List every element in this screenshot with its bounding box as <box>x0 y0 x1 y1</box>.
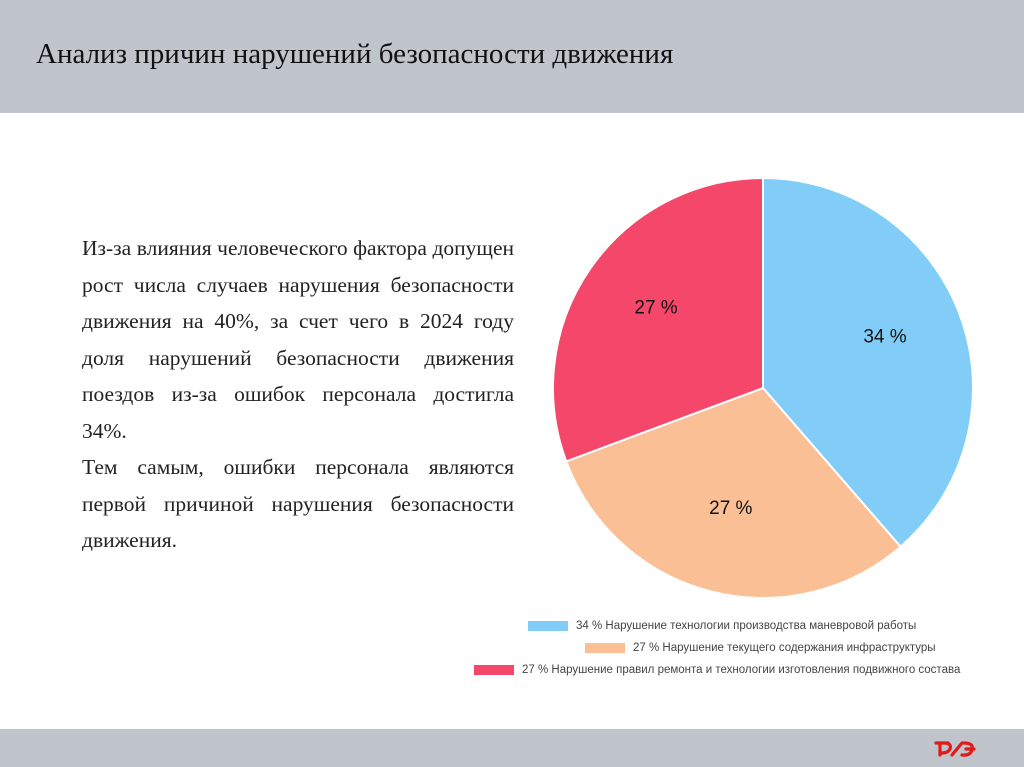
page-title: Анализ причин нарушений безопасности дви… <box>36 38 674 70</box>
header-bar: Анализ причин нарушений безопасности дви… <box>0 0 1024 113</box>
slice-label-1: 27 % <box>709 498 752 519</box>
body-text: Из-за влияния человеческого фактора допу… <box>82 230 514 559</box>
pie-slice-2 <box>552 176 764 463</box>
legend-item: 27 % Нарушение правил ремонта и технолог… <box>470 659 1024 681</box>
pie-chart: 34 % 27 % 27 % <box>552 176 974 599</box>
legend-swatch <box>474 665 514 675</box>
paragraph-1: Из-за влияния человеческого фактора допу… <box>82 236 514 443</box>
slice-label-0: 34 % <box>863 326 906 347</box>
legend-item: 34 % Нарушение технологии производства м… <box>470 615 1024 637</box>
legend-label: 27 % Нарушение текущего содержания инфра… <box>633 642 936 654</box>
legend-label: 27 % Нарушение правил ремонта и технолог… <box>522 664 961 676</box>
paragraph-2: Тем самым, ошибки персонала являются пер… <box>82 455 514 552</box>
slice-label-2: 27 % <box>634 298 677 319</box>
pie-slice-0 <box>762 176 974 549</box>
legend-swatch <box>528 621 568 631</box>
legend-item: 27 % Нарушение текущего содержания инфра… <box>470 637 1024 659</box>
legend-swatch <box>585 643 625 653</box>
pie-slice-1 <box>564 386 902 599</box>
footer-bar <box>0 729 1024 767</box>
legend-label: 34 % Нарушение технологии производства м… <box>576 620 917 632</box>
chart-legend: 34 % Нарушение технологии производства м… <box>470 615 1024 681</box>
rzd-logo <box>934 741 976 757</box>
